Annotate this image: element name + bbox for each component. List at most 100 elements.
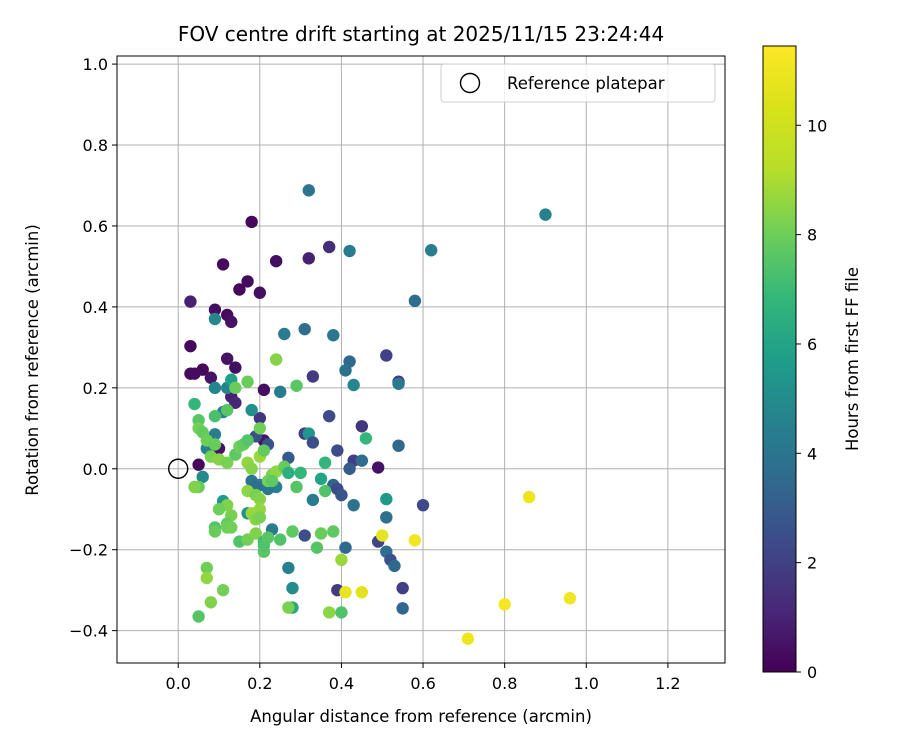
x-tick-label: 0.4 xyxy=(329,674,354,693)
data-point xyxy=(241,275,254,288)
data-point xyxy=(314,472,328,486)
data-point xyxy=(192,458,205,471)
data-point xyxy=(355,585,369,599)
data-point xyxy=(322,240,336,254)
y-axis-label: Rotation from reference (arcmin) xyxy=(23,224,42,496)
legend-marker xyxy=(459,72,481,94)
colorbar-gradient xyxy=(762,45,797,673)
data-point xyxy=(282,561,295,575)
data-point xyxy=(274,385,287,399)
data-point xyxy=(253,492,267,506)
data-point xyxy=(339,364,352,377)
y-tick-label: −0.4 xyxy=(69,622,108,641)
data-point xyxy=(461,632,475,645)
data-point xyxy=(339,541,352,554)
colorbar-tick-label: 6 xyxy=(807,335,817,354)
data-point xyxy=(302,184,315,197)
data-point xyxy=(294,466,307,480)
data-point xyxy=(269,254,283,268)
data-point xyxy=(257,383,271,397)
data-point xyxy=(306,493,320,507)
data-point xyxy=(522,490,536,504)
data-point xyxy=(216,583,230,597)
data-point xyxy=(339,585,352,599)
data-point xyxy=(274,533,287,546)
colorbar-ticks: 0 2 4 6 8 10 xyxy=(796,116,827,682)
data-point xyxy=(208,381,222,395)
data-point xyxy=(290,480,303,494)
colorbar-tick-label: 10 xyxy=(807,116,827,135)
data-point xyxy=(188,367,201,380)
data-point xyxy=(278,327,291,341)
data-point xyxy=(396,602,409,615)
y-tick-label: −0.2 xyxy=(69,541,108,560)
data-point xyxy=(380,511,393,524)
data-point xyxy=(241,434,254,447)
data-point xyxy=(220,456,234,469)
data-point xyxy=(380,492,393,506)
data-point xyxy=(204,371,218,384)
plot-frame xyxy=(116,55,726,664)
data-point xyxy=(343,244,356,258)
data-point xyxy=(216,258,230,271)
legend: Reference platepar xyxy=(440,63,716,103)
data-point xyxy=(563,592,577,605)
y-tick-label: 0.6 xyxy=(83,217,108,236)
data-point xyxy=(388,559,401,573)
data-point xyxy=(359,432,373,445)
data-point xyxy=(371,461,385,474)
data-point xyxy=(208,409,222,423)
data-point xyxy=(257,444,271,457)
data-point xyxy=(188,397,201,411)
data-point xyxy=(282,466,295,480)
legend-label: Reference platepar xyxy=(507,74,665,93)
colorbar-label: Hours from first FF file xyxy=(843,267,862,451)
data-point xyxy=(245,462,258,475)
reference-marker xyxy=(168,458,189,479)
data-point xyxy=(200,571,213,585)
data-point xyxy=(220,352,234,365)
data-point xyxy=(220,403,234,417)
data-point xyxy=(318,456,332,469)
x-axis-ticks: 0.0 0.2 0.4 0.6 0.8 1.0 1.2 xyxy=(165,663,681,693)
colorbar: 0 2 4 6 8 10 Hours from first FF file xyxy=(762,45,862,682)
data-point xyxy=(306,436,320,449)
data-point xyxy=(253,286,267,299)
x-tick-label: 1.0 xyxy=(574,674,599,693)
data-point xyxy=(347,498,360,512)
data-point xyxy=(318,484,332,498)
x-tick-label: 0.8 xyxy=(492,674,517,693)
colorbar-tick-label: 8 xyxy=(807,226,817,245)
data-point xyxy=(347,378,360,392)
data-point xyxy=(269,353,283,366)
data-point xyxy=(327,525,340,538)
reference-platepar-marker xyxy=(168,458,189,479)
data-point xyxy=(184,295,197,308)
data-point xyxy=(322,409,336,423)
data-point xyxy=(184,339,197,353)
x-tick-label: 1.2 xyxy=(655,674,680,693)
data-point xyxy=(392,377,405,390)
data-point xyxy=(327,329,340,342)
data-point xyxy=(233,283,246,296)
data-point xyxy=(335,606,348,619)
legend-box xyxy=(440,63,716,103)
y-tick-label: 0.0 xyxy=(83,460,108,479)
data-point xyxy=(229,361,242,374)
x-axis-label: Angular distance from reference (arcmin) xyxy=(250,707,592,726)
x-tick-label: 0.6 xyxy=(410,674,435,693)
data-point xyxy=(335,488,348,502)
x-tick-label: 0.2 xyxy=(247,674,272,693)
colorbar-tick-label: 0 xyxy=(807,663,817,682)
y-tick-label: 1.0 xyxy=(83,55,108,74)
data-point xyxy=(245,403,258,417)
data-point xyxy=(306,370,320,383)
data-point xyxy=(208,312,222,326)
data-point xyxy=(298,322,311,336)
data-point xyxy=(253,411,267,425)
data-point xyxy=(298,529,311,542)
data-point xyxy=(253,511,267,524)
data-point xyxy=(355,420,369,433)
data-point xyxy=(302,252,315,265)
